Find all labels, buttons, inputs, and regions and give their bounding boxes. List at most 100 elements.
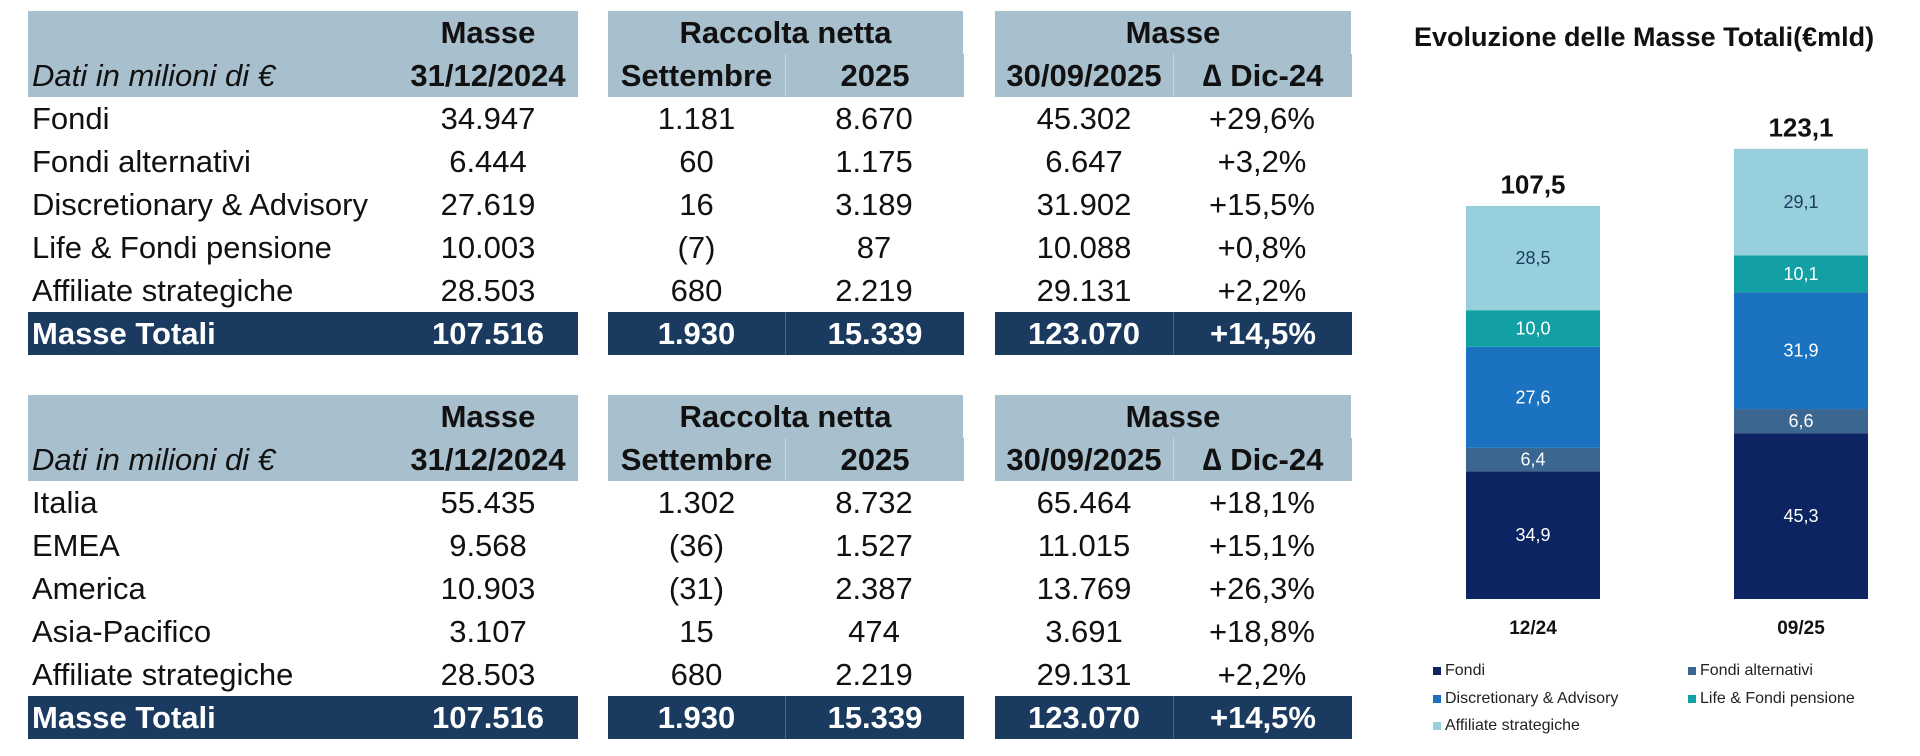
row-value: +2,2% — [1217, 657, 1307, 692]
row-value: 8.732 — [835, 485, 913, 520]
row-value: 34.947 — [440, 101, 536, 136]
row-label: Affiliate strategiche — [32, 657, 294, 692]
column-header: 30/09/2025 — [995, 54, 1173, 97]
row-value: +18,1% — [1208, 485, 1315, 520]
legend-swatch — [1433, 666, 1441, 675]
legend-item: Fondi — [1433, 662, 1485, 680]
legend-swatch — [1688, 694, 1696, 703]
total-row: Masse Totali 107.516 1.930 15.339 123.070 +14… — [28, 312, 1354, 355]
row-value: 15 — [679, 614, 714, 649]
bar-segment — [1734, 255, 1868, 293]
group-header-masse: Masse — [398, 395, 578, 438]
total-label: Masse Totali — [28, 696, 398, 739]
row-value: 16 — [679, 187, 714, 222]
row-value: 45.302 — [1036, 101, 1132, 136]
row-label: America — [32, 571, 146, 606]
row-label: Asia-Pacifico — [32, 614, 212, 649]
bar-segment — [1466, 447, 1600, 472]
column-header-row: Dati in milioni di €31/12/2024 Settembre 2… — [28, 438, 1354, 481]
total-row: Masse Totali 107.516 1.930 15.339 123.070 +14… — [28, 696, 1354, 739]
row-value: 3.107 — [449, 614, 527, 649]
legend-label: Fondi — [1445, 662, 1486, 679]
data-label: 6,6 — [1788, 411, 1813, 431]
legend-item: Life & Fondi pensione — [1688, 690, 1855, 708]
legend-item: Affiliate strategiche — [1433, 717, 1580, 735]
label-header: Dati in milioni di € — [28, 54, 398, 97]
row-value: +18,8% — [1208, 614, 1315, 649]
row-value: +15,1% — [1208, 528, 1315, 563]
row-value: 27.619 — [440, 187, 536, 222]
row-label: Life & Fondi pensione — [32, 230, 332, 265]
row-value: 8.670 — [835, 101, 913, 136]
header-blank — [28, 11, 398, 54]
row-value: 10.003 — [440, 230, 536, 265]
header-blank — [28, 395, 398, 438]
row-value: 87 — [856, 230, 892, 265]
legend-item: Fondi alternativi — [1688, 662, 1813, 680]
row-value: 65.464 — [1036, 485, 1132, 520]
bar-segment — [1466, 205, 1600, 311]
table-row: Life & Fondi pensione 10.003 (7) 87 10.088 +0… — [28, 226, 1354, 269]
data-label: 29,1 — [1783, 192, 1818, 212]
table-row: Fondi alternativi 6.444 60 1.175 6.647 +3,2% — [28, 140, 1354, 183]
data-label: 27,6 — [1515, 387, 1550, 407]
legend-swatch — [1433, 721, 1441, 730]
data-label: 6,4 — [1520, 450, 1545, 470]
row-label: Affiliate strategiche — [32, 273, 294, 308]
table-by-region: Masse Raccolta netta Masse Dati in milioni … — [28, 395, 1354, 739]
table-row: Italia 55.435 1.302 8.732 65.464 +18,1% — [28, 481, 1354, 524]
table-row: Affiliate strategiche 28.503 680 2.219 29.13… — [28, 269, 1354, 312]
row-value: 29.131 — [1036, 273, 1132, 308]
row-value: 2.387 — [835, 571, 913, 606]
legend-item: Discretionary & Advisory — [1433, 690, 1618, 708]
data-label: 10,1 — [1783, 264, 1818, 284]
row-value: (31) — [668, 571, 725, 606]
row-value: 3.189 — [835, 187, 913, 222]
total-value: 15.339 — [785, 696, 964, 739]
stacked-bar-chart: 34,9 6,4 27,6 10,0 28,5 107,5 12/24 45,3 6,6 31,9… — [1466, 112, 1868, 639]
column-header: 31/12/2024 — [398, 438, 578, 481]
table-row: America 10.903 (31) 2.387 13.769 +26,3% — [28, 567, 1354, 610]
total-value: 15.339 — [785, 312, 964, 355]
table-row: Discretionary & Advisory 27.619 16 3.189 31.… — [28, 183, 1354, 226]
total-value: +14,5% — [1173, 696, 1352, 739]
column-header-row: Dati in milioni di €31/12/2024 Settembre 2… — [28, 54, 1354, 97]
label-header: Dati in milioni di € — [28, 438, 398, 481]
row-label: Italia — [32, 485, 98, 520]
total-value: +14,5% — [1173, 312, 1352, 355]
data-label: 34,9 — [1515, 525, 1550, 545]
row-value: 1.527 — [835, 528, 913, 563]
legend-label: Life & Fondi pensione — [1700, 690, 1855, 707]
group-header-masse: Masse — [995, 395, 1351, 438]
column-header: 2025 — [785, 438, 964, 481]
row-value: 1.181 — [657, 101, 736, 136]
data-label: 10,0 — [1515, 319, 1550, 339]
row-value: 474 — [848, 614, 900, 649]
row-label: Discretionary & Advisory — [32, 187, 368, 222]
row-value: 9.568 — [449, 528, 527, 563]
total-value: 107.516 — [398, 312, 578, 355]
row-label: EMEA — [32, 528, 120, 563]
bar-segment — [1734, 292, 1868, 410]
column-header: 2025 — [785, 54, 964, 97]
total-value: 1.930 — [608, 696, 785, 739]
row-value: 28.503 — [440, 273, 536, 308]
row-value: 2.219 — [835, 657, 913, 692]
row-value: 1.302 — [657, 485, 736, 520]
category-tick-label: 12/24 — [1509, 618, 1557, 639]
row-value: 13.769 — [1036, 571, 1132, 606]
group-header-raccolta: Raccolta netta — [608, 11, 963, 54]
table-by-product: Masse Raccolta netta Masse Dati in milioni … — [28, 11, 1354, 355]
legend-label: Fondi alternativi — [1700, 662, 1813, 679]
row-value: 6.444 — [449, 144, 527, 179]
row-label: Fondi — [32, 101, 110, 136]
bar-segment — [1466, 310, 1600, 347]
bar-segment — [1466, 471, 1600, 599]
total-label: Masse Totali — [28, 312, 398, 355]
row-value: (7) — [677, 230, 716, 265]
legend-label: Discretionary & Advisory — [1445, 690, 1619, 707]
group-header-masse: Masse — [995, 11, 1351, 54]
row-value: 11.015 — [1037, 528, 1131, 563]
category-tick-label: 09/25 — [1777, 618, 1825, 639]
table-row: EMEA 9.568 (36) 1.527 11.015 +15,1% — [28, 524, 1354, 567]
